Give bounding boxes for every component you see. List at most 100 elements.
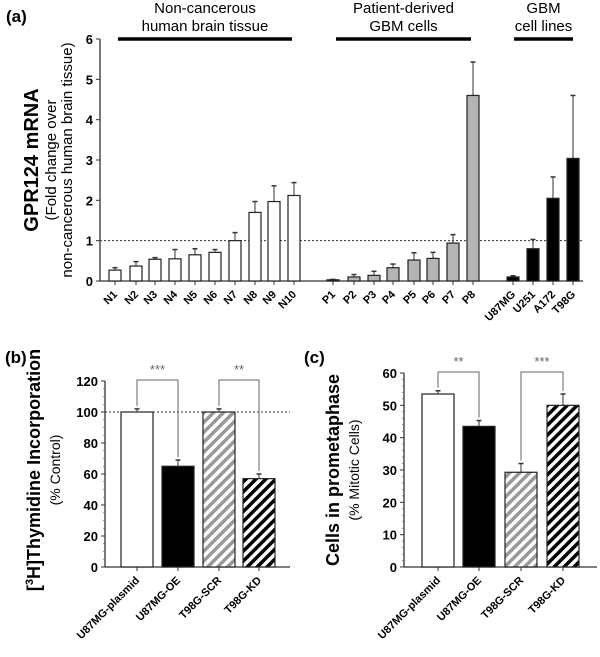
bar bbox=[526, 248, 540, 282]
bar bbox=[347, 276, 361, 282]
bar bbox=[466, 94, 480, 282]
panel-label: (c) bbox=[304, 348, 325, 367]
y-tick-label: 5 bbox=[86, 72, 93, 87]
bar bbox=[248, 211, 262, 282]
bar bbox=[129, 265, 143, 282]
significance-bracket bbox=[218, 379, 260, 471]
y-tick-label: 100 bbox=[76, 405, 98, 420]
group-label: Non-cancerous bbox=[154, 0, 256, 17]
x-tick-label: T98G-SCR bbox=[177, 575, 224, 622]
x-tick-label: P2 bbox=[341, 289, 359, 307]
panel-label: (b) bbox=[5, 348, 27, 367]
bar bbox=[546, 197, 560, 282]
panel-label: (a) bbox=[6, 7, 27, 26]
y-tick-label: 0 bbox=[91, 560, 98, 575]
y-tick-label: 40 bbox=[84, 498, 98, 513]
x-tick-label: P3 bbox=[361, 289, 379, 307]
bar bbox=[208, 251, 222, 282]
y-tick-label: 40 bbox=[383, 431, 397, 446]
bar bbox=[168, 258, 182, 282]
x-tick-label: N9 bbox=[261, 289, 279, 307]
x-tick-label: P5 bbox=[401, 289, 419, 307]
x-tick-label: T98G-KD bbox=[222, 575, 264, 617]
x-tick-label: U87MG-OE bbox=[435, 575, 484, 624]
x-tick-label: N6 bbox=[202, 289, 220, 307]
y-tick-label: 80 bbox=[84, 436, 98, 451]
panel-a-chart: 0 1 2 3 4 5 6 (a) GPR124 mRNA (Fold change over no… bbox=[6, 0, 583, 324]
y-axis-subtitle: non-cancerous human brain tissue) bbox=[59, 42, 76, 277]
group-label: Patient-derived bbox=[353, 0, 454, 17]
y-axis-title: [3H]Thymidine Incorporation bbox=[24, 349, 44, 591]
y-axis-title-superscript: 3 bbox=[24, 579, 36, 585]
y-axis-title: Cells in prometaphase bbox=[323, 374, 343, 566]
x-tick-label: P1 bbox=[320, 289, 338, 307]
bar bbox=[287, 194, 301, 282]
x-tick-label: N7 bbox=[222, 289, 240, 307]
x-tick-label: T98G-KD bbox=[526, 575, 568, 617]
group-label: human brain tissue bbox=[142, 18, 269, 35]
bar bbox=[446, 242, 460, 282]
bar bbox=[202, 411, 236, 568]
x-tick-label: U251 bbox=[511, 289, 538, 316]
y-axis-subtitle: (% Mitotic Cells) bbox=[346, 419, 362, 520]
bar bbox=[161, 465, 195, 568]
x-tick-label: P7 bbox=[440, 289, 458, 307]
y-axis-title-part: H]Thymidine Incorporation bbox=[24, 349, 44, 579]
bar bbox=[242, 478, 276, 568]
x-tick-label: N5 bbox=[182, 289, 200, 307]
y-tick-label: 120 bbox=[76, 374, 98, 389]
y-tick-label: 0 bbox=[86, 274, 93, 289]
bar bbox=[504, 471, 538, 568]
y-tick-label: 4 bbox=[86, 113, 94, 128]
y-tick-label: 20 bbox=[383, 495, 397, 510]
group-label: cell lines bbox=[515, 18, 573, 35]
x-tick-label: P4 bbox=[380, 288, 399, 307]
x-tick-label: T98G-SCR bbox=[479, 575, 526, 622]
bar bbox=[228, 240, 242, 282]
bar bbox=[326, 279, 340, 282]
group-label: GBM cells bbox=[369, 18, 437, 35]
group-label: GBM bbox=[526, 0, 560, 17]
bar bbox=[407, 259, 421, 282]
x-tick-label: T98G bbox=[550, 289, 578, 317]
bar bbox=[546, 404, 580, 568]
y-tick-label: 0 bbox=[390, 560, 397, 575]
bar bbox=[367, 274, 381, 282]
y-tick-label: 60 bbox=[383, 366, 397, 381]
y-tick-label: 1 bbox=[86, 234, 93, 249]
significance-bracket bbox=[437, 371, 480, 418]
y-tick-label: 6 bbox=[86, 32, 93, 47]
y-axis-title-part: [ bbox=[24, 585, 44, 591]
bar bbox=[421, 393, 455, 568]
y-tick-label: 60 bbox=[84, 467, 98, 482]
significance-label: *** bbox=[150, 362, 165, 377]
bar bbox=[426, 257, 440, 282]
y-tick-label: 20 bbox=[84, 529, 98, 544]
significance-label: ** bbox=[453, 354, 463, 369]
bar bbox=[566, 157, 580, 282]
significance-label: *** bbox=[534, 354, 549, 369]
bar bbox=[267, 200, 281, 282]
y-axis-subtitle: (% Control) bbox=[47, 435, 63, 506]
x-tick-label: N10 bbox=[276, 289, 299, 312]
y-axis-subtitle: (Fold change over bbox=[43, 100, 60, 221]
y-tick-label: 3 bbox=[86, 153, 93, 168]
x-tick-label: N2 bbox=[123, 289, 141, 307]
y-tick-label: 30 bbox=[383, 463, 397, 478]
x-tick-label: N3 bbox=[142, 289, 160, 307]
significance-bracket bbox=[520, 371, 564, 461]
bar bbox=[462, 425, 496, 568]
significance-bracket bbox=[136, 379, 179, 458]
x-tick-label: U87MG-plasmid bbox=[75, 575, 142, 642]
y-tick-label: 2 bbox=[86, 193, 93, 208]
x-tick-label: N4 bbox=[162, 288, 181, 307]
bar bbox=[386, 267, 400, 282]
y-tick-label: 50 bbox=[383, 398, 397, 413]
y-tick-label: 10 bbox=[383, 528, 397, 543]
significance-label: ** bbox=[234, 362, 244, 377]
x-tick-label: N8 bbox=[242, 289, 260, 307]
y-axis-title: GPR124 mRNA bbox=[21, 88, 43, 231]
x-tick-label: U87MG-plasmid bbox=[376, 575, 443, 642]
